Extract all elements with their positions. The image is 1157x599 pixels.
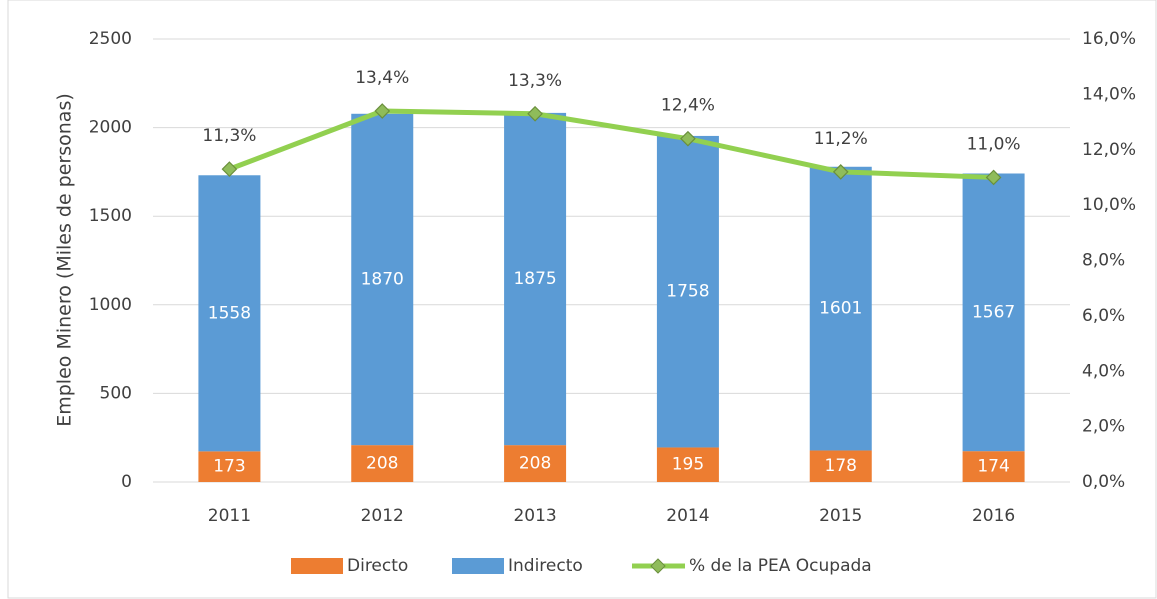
bar-segment — [351, 445, 414, 482]
bar-label: 1567 — [972, 302, 1015, 322]
y-tick-label: 2500 — [89, 29, 132, 49]
y-tick-label: 1500 — [89, 206, 132, 226]
legend-marker — [650, 558, 666, 574]
x-tick-label: 2012 — [361, 506, 404, 526]
bar-segment — [656, 135, 719, 448]
bar-label: 173 — [213, 457, 245, 477]
line-label: 13,4% — [355, 68, 409, 88]
bar-segment — [351, 113, 414, 446]
line-marker — [374, 103, 391, 119]
bar-label: 1758 — [666, 282, 709, 302]
y2-tick-label: 8,0% — [1082, 251, 1125, 271]
line-label: 11,2% — [814, 129, 868, 149]
x-tick-label: 2013 — [513, 506, 556, 526]
bar-label: 1558 — [208, 303, 251, 323]
legend-swatch — [291, 558, 343, 574]
bar-label: 1601 — [819, 299, 862, 319]
y2-tick-label: 12,0% — [1082, 140, 1136, 160]
bar-segment — [504, 112, 567, 446]
bar-label: 1870 — [361, 269, 404, 289]
bar-segment — [809, 166, 872, 451]
bar-label: 195 — [672, 455, 704, 475]
x-tick-label: 2014 — [666, 506, 709, 526]
legend-swatch — [452, 558, 504, 574]
line-label: 11,0% — [967, 134, 1021, 154]
y2-tick-label: 14,0% — [1082, 84, 1136, 104]
line-marker — [221, 161, 238, 177]
y-tick-label: 0 — [121, 472, 132, 492]
bar-label: 208 — [366, 454, 398, 474]
line-marker — [832, 164, 849, 180]
bar-segment — [809, 450, 872, 482]
bar-label: 178 — [825, 456, 857, 476]
y2-tick-label: 6,0% — [1082, 306, 1125, 326]
line-marker — [527, 105, 543, 122]
y2-tick-label: 2,0% — [1082, 417, 1125, 437]
bar-label: 174 — [977, 457, 1009, 477]
line-label: 13,3% — [508, 71, 562, 91]
y2-tick-label: 10,0% — [1082, 195, 1136, 215]
line-label: 12,4% — [661, 96, 715, 116]
bar-segment — [962, 173, 1025, 452]
y-tick-label: 2000 — [89, 118, 132, 138]
legend-label: Directo — [347, 556, 408, 576]
y-tick-label: 500 — [100, 383, 132, 403]
x-tick-label: 2015 — [819, 506, 862, 526]
bar-segment — [656, 447, 719, 482]
x-tick-label: 2016 — [972, 506, 1015, 526]
bar-segment — [962, 451, 1025, 482]
legend-label: Indirecto — [508, 556, 583, 576]
line — [228, 108, 994, 180]
line-label: 11,3% — [202, 126, 256, 146]
bar-label: 208 — [519, 454, 551, 474]
y2-tick-label: 0,0% — [1082, 472, 1125, 492]
y-axis-title: Empleo Minero (Miles de personas) — [54, 93, 76, 427]
y2-tick-label: 4,0% — [1082, 361, 1125, 381]
bar-segment — [198, 175, 261, 452]
line-marker — [680, 130, 696, 147]
bar-segment — [504, 445, 567, 482]
y2-tick-label: 16,0% — [1082, 29, 1136, 49]
line-marker — [985, 169, 1002, 186]
y-tick-label: 1000 — [89, 295, 132, 315]
x-tick-label: 2011 — [208, 506, 251, 526]
legend-label: % de la PEA Ocupada — [689, 556, 872, 576]
bar-segment — [198, 451, 261, 482]
bar-label: 1875 — [513, 269, 556, 289]
